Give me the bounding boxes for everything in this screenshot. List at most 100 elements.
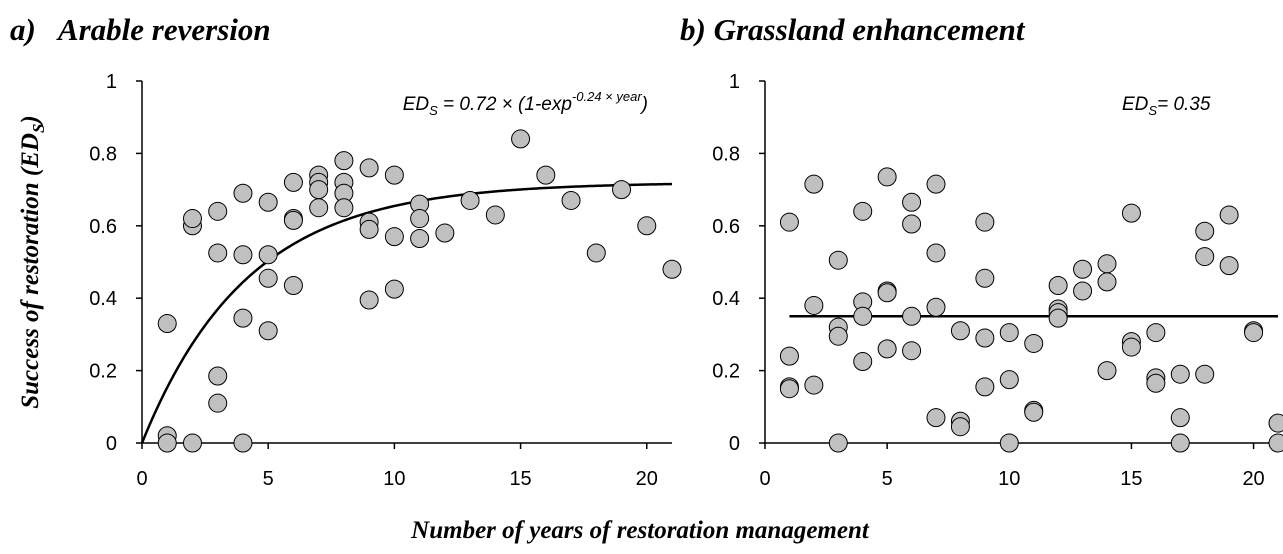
point [1170,433,1190,453]
point [804,375,824,395]
point [902,341,922,361]
point [926,174,946,194]
point [157,314,177,334]
point [902,306,922,326]
point [926,243,946,263]
point [233,245,253,265]
point [828,250,848,270]
point [1048,308,1068,328]
point [233,433,253,453]
y-axis-label: Success of restoration (EDS) [17,115,48,409]
point [182,209,202,229]
point [975,212,995,232]
point [309,180,329,200]
point [1073,281,1093,301]
point [460,190,480,210]
point [1121,203,1141,223]
equation-part: ED [1122,94,1149,115]
point [258,192,278,212]
x-tick-label: 0 [759,468,770,490]
x-tick-label: 5 [263,468,274,490]
point [359,290,379,310]
point [877,167,897,187]
point [1097,361,1117,381]
point [485,205,505,225]
point [877,283,897,303]
point [804,174,824,194]
x-tick-label: 15 [509,468,531,490]
y-tick-label: 0 [729,433,740,455]
point [208,366,228,386]
point [975,328,995,348]
point [384,165,404,185]
point [902,214,922,234]
point [1244,323,1264,343]
point [208,201,228,221]
x-tick-label: 5 [882,468,893,490]
y-tick-label: 0.6 [712,216,740,238]
point [950,417,970,437]
point [359,158,379,178]
y-tick-label: 1 [729,71,740,93]
point [828,326,848,346]
point [384,279,404,299]
panel-title: b) Grassland enhancement [680,12,1026,47]
point [975,377,995,397]
point [975,268,995,288]
point [779,346,799,366]
point [1146,373,1166,393]
point [999,433,1019,453]
point [926,408,946,428]
point [853,306,873,326]
y-label-part: S [29,124,48,133]
equation-part: ED [403,94,430,115]
y-tick-label: 0.2 [712,361,740,383]
point [258,268,278,288]
point [233,183,253,203]
point [384,227,404,247]
point [1195,247,1215,267]
point [309,198,329,218]
point [950,321,970,341]
point [662,259,682,279]
point [258,321,278,341]
point [1195,364,1215,384]
y-label-part: Success of restoration (ED [17,133,44,409]
x-axis-label: Number of years of restoration managemen… [410,517,870,544]
y-tick-label: 0 [106,433,117,455]
point [853,201,873,221]
y-tick-label: 0.2 [89,361,117,383]
point [1024,402,1044,422]
equation-part: = 0.35 [1157,94,1211,115]
point [804,295,824,315]
equation-part: S [1148,103,1157,118]
point [999,370,1019,390]
point [779,212,799,232]
point [208,243,228,263]
fit-equation: EDS= 0.35 [1122,94,1211,118]
point [1268,433,1283,453]
point [157,433,177,453]
point [334,151,354,171]
x-tick-label: 20 [1242,468,1264,490]
x-tick-label: 10 [998,468,1020,490]
y-label-part: ) [17,115,44,125]
y-tick-label: 0.4 [712,288,740,310]
point [586,243,606,263]
point [233,308,253,328]
point [1195,221,1215,241]
equation-part: ) [640,94,648,115]
point [637,216,657,236]
fit-curve [140,182,673,444]
point [359,219,379,239]
point [1121,337,1141,357]
x-tick-label: 20 [636,468,658,490]
point [999,323,1019,343]
point [536,165,556,185]
panel-title: a) Arable reversion [10,12,271,47]
point [435,223,455,243]
point [182,433,202,453]
point [1268,413,1283,433]
point [283,276,303,296]
